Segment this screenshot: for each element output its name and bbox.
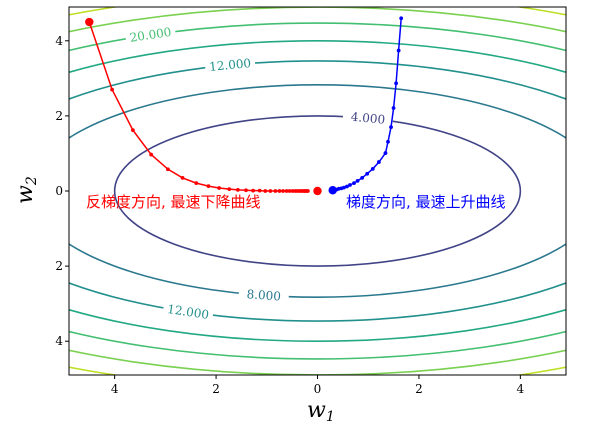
contour-label-12: 12.000 [204, 54, 256, 76]
x-tick-label: 4 [111, 382, 119, 396]
contour-label-text: 12.000 [209, 56, 252, 74]
contour-label-text: 20.000 [129, 25, 173, 45]
optimum-marker [313, 186, 322, 196]
x-tick-label: 2 [212, 382, 220, 396]
path-point [284, 189, 289, 193]
path-point [277, 189, 282, 193]
contour-label-20: 20.000 [124, 23, 177, 47]
y-tick-label: 0 [55, 184, 63, 198]
path-point [341, 185, 346, 190]
path-point [399, 16, 404, 21]
y-axis-title-sub: 2 [24, 176, 40, 186]
contour-line-16 [69, 40, 566, 342]
path-start-marker-0 [85, 17, 94, 27]
path-point [217, 186, 222, 190]
path-point [391, 106, 396, 110]
y-tick-label: 4 [55, 34, 63, 48]
contour-line-4 [113, 115, 522, 267]
x-tick-label: 4 [517, 382, 525, 396]
path-point [383, 151, 388, 155]
contour-lines [69, 7, 566, 375]
path-point [365, 171, 370, 176]
x-tick-label: 2 [415, 382, 423, 396]
x-axis-title: w1 [307, 398, 335, 422]
path-point [263, 189, 268, 193]
path-point [281, 189, 285, 193]
path-point [180, 175, 185, 180]
x-axis-title-main: w [307, 398, 326, 422]
contour-label-bg [162, 300, 215, 324]
path-point [352, 181, 356, 186]
y-tick-label: 2 [55, 109, 63, 123]
path-point [149, 152, 154, 157]
contour-label-text: 12.000 [166, 302, 210, 322]
path-point [251, 188, 255, 193]
path-point [396, 48, 401, 53]
path-point [370, 166, 375, 171]
contour-line-8 [69, 84, 566, 298]
contour-line-12 [69, 60, 566, 322]
y-tick-label: 2 [55, 259, 63, 273]
descent-paths [85, 16, 404, 196]
path-point [131, 128, 135, 133]
path-point [268, 189, 273, 193]
path-point [376, 160, 381, 164]
y-tick-label: 4 [55, 334, 63, 348]
path-point [235, 187, 240, 192]
contour-label-bg [124, 23, 177, 47]
path-point [360, 175, 365, 180]
path-point [257, 188, 262, 193]
annotation-steepest-ascent: 梯度方向, 最速上升曲线 [346, 193, 506, 211]
path-point [394, 81, 399, 86]
path-point [348, 183, 352, 187]
path-point [386, 139, 390, 144]
path-point [273, 189, 278, 193]
y-axis-title: w2 [13, 176, 40, 204]
path-point [244, 188, 248, 193]
contour-label-bg [238, 285, 290, 306]
axis-ticks: 4 2 0 2 4 4 2 0 2 4 [55, 34, 524, 396]
path-start-marker-1 [328, 186, 337, 195]
contour-label-4: 4.000 [342, 107, 394, 129]
contour-line-20 [69, 22, 566, 360]
contour-labels: 4.000 8.000 12.000 12.000 20.000 [124, 23, 394, 324]
path-point [165, 167, 170, 172]
path-point [287, 189, 292, 193]
contour-label-text: 4.000 [350, 110, 386, 127]
path-point [110, 87, 115, 92]
contour-label-bg [204, 54, 256, 76]
annotation-steepest-descent: 反梯度方向, 最速下降曲线 [86, 193, 261, 211]
path-point [227, 187, 232, 192]
path-point [355, 178, 360, 183]
contour-label-text: 8.000 [246, 287, 281, 303]
path-point [389, 125, 393, 130]
contour-label-bg [342, 107, 394, 129]
y-axis-title-main: w [13, 185, 38, 204]
x-axis-title-sub: 1 [326, 409, 335, 422]
x-tick-label: 0 [314, 382, 322, 396]
path-point [345, 184, 349, 189]
path-point [305, 189, 310, 193]
path-point [206, 184, 211, 189]
contour-label-12: 12.000 [162, 300, 215, 324]
contour-label-8: 8.000 [238, 285, 290, 306]
path-point [194, 181, 199, 186]
